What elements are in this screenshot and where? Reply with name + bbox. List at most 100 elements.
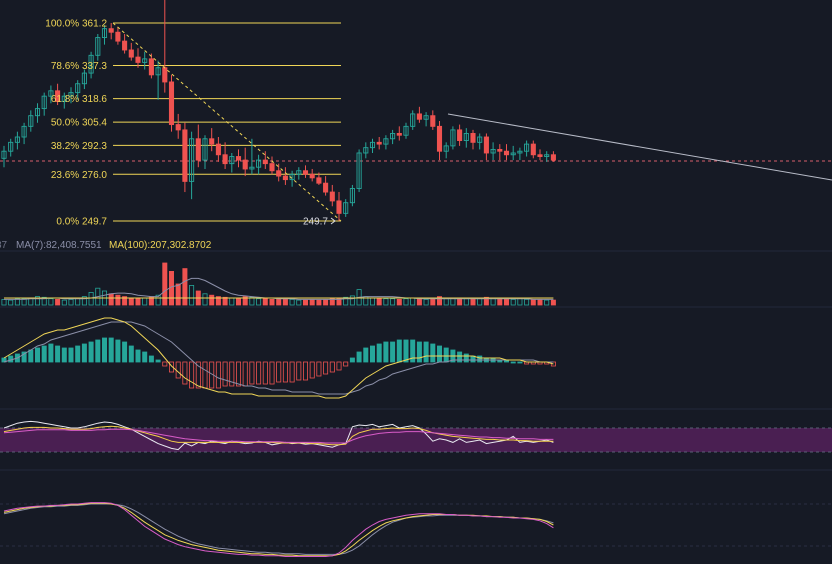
candle-down xyxy=(269,163,275,172)
macd-pane[interactable] xyxy=(1,317,556,399)
candle-up xyxy=(8,141,14,152)
candle-down xyxy=(235,156,242,161)
macd-hist-bar xyxy=(195,361,201,389)
volume-bar xyxy=(61,299,67,306)
kdj-pane[interactable] xyxy=(0,502,832,557)
macd-hist-bar xyxy=(168,361,174,373)
candle-down xyxy=(168,81,175,126)
volume-bar xyxy=(430,298,436,306)
macd-hist-bar xyxy=(336,361,342,371)
candle-up xyxy=(155,67,161,76)
candle-down xyxy=(182,129,188,182)
candle-down xyxy=(195,138,201,161)
volume-pane[interactable]: 87 MA(7):82,408.7551 MA(100):207,302.870… xyxy=(0,240,556,306)
volume-bar xyxy=(329,298,335,306)
candle-up xyxy=(101,28,108,39)
volume-bar xyxy=(323,298,329,306)
macd-hist-bar xyxy=(309,361,315,379)
candle-up xyxy=(229,156,235,165)
candle-down xyxy=(503,150,510,156)
candle-up xyxy=(75,83,81,94)
volume-bar xyxy=(302,299,308,306)
low-marker-label: 249.7 xyxy=(303,217,328,228)
fib-level-label: 100.0% 361.2 xyxy=(45,19,107,30)
volume-bar xyxy=(142,297,148,306)
macd-hist-bar xyxy=(189,361,195,389)
volume-legend-prefix: 87 xyxy=(0,240,8,251)
kdj-k-line xyxy=(3,502,554,557)
candle-up xyxy=(142,58,148,63)
candle-down xyxy=(550,154,556,161)
candle-down xyxy=(416,113,422,120)
volume-bar xyxy=(383,298,389,306)
kdj-lines xyxy=(0,502,832,557)
volume-bar xyxy=(162,262,168,306)
macd-hist-bar xyxy=(175,361,181,379)
volume-bar xyxy=(269,298,275,306)
volume-bar xyxy=(296,299,302,306)
volume-bar xyxy=(235,297,241,306)
macd-hist-bar xyxy=(55,345,61,363)
volume-ma7-line xyxy=(4,277,554,300)
candle-up xyxy=(383,138,389,145)
volume-bar xyxy=(477,298,483,306)
volume-bar xyxy=(256,298,262,306)
candle-down xyxy=(162,67,168,83)
volume-bar xyxy=(390,298,396,306)
volume-bar xyxy=(215,296,221,306)
kdj-j-line xyxy=(3,503,554,555)
candle-up xyxy=(463,133,469,142)
candle-up xyxy=(450,129,456,147)
macd-hist-bar xyxy=(410,339,416,363)
volume-bar xyxy=(316,299,322,306)
macd-hist-bar xyxy=(369,345,375,363)
macd-hist-bar xyxy=(41,345,47,363)
macd-hist-bar xyxy=(329,361,335,373)
macd-hist-bar xyxy=(316,361,322,377)
candle-up xyxy=(477,136,483,143)
candle-up xyxy=(390,133,396,140)
candle-down xyxy=(430,115,436,127)
trendlines[interactable] xyxy=(112,22,832,222)
candle-up xyxy=(517,150,523,154)
macd-hist-bar xyxy=(142,351,148,363)
volume-bar xyxy=(229,297,235,306)
volume-bar xyxy=(182,268,188,306)
volume-bar xyxy=(276,298,282,306)
macd-hist-bar xyxy=(249,361,255,385)
volume-bar xyxy=(55,298,61,306)
resistance-trendline xyxy=(447,113,832,181)
volume-bar xyxy=(115,294,121,306)
macd-hist-bar xyxy=(148,355,154,363)
candle-down xyxy=(302,170,309,175)
volume-bar xyxy=(463,298,469,306)
macd-hist-bar xyxy=(276,361,282,383)
candle-down xyxy=(209,138,215,145)
candle-down xyxy=(316,177,322,184)
macd-histogram xyxy=(1,337,556,389)
candle-down xyxy=(530,143,536,156)
macd-hist-bar xyxy=(423,341,429,363)
candle-up xyxy=(249,166,255,170)
rsi-line-slow xyxy=(3,428,554,444)
kdj-d-line xyxy=(3,502,554,557)
volume-bar xyxy=(128,297,134,306)
macd-hist-bar xyxy=(463,353,469,363)
rsi-pane[interactable] xyxy=(0,420,832,453)
price-pane[interactable]: 100.0% 361.2 78.6% 337.3 61.8% 318.6 50.0% … xyxy=(0,0,832,228)
candle-down xyxy=(376,141,382,145)
candle-down xyxy=(55,90,61,102)
volume-bar xyxy=(41,296,47,306)
volume-bar xyxy=(262,298,268,306)
candle-down xyxy=(115,31,121,42)
fib-trend-line xyxy=(112,22,342,222)
candle-up xyxy=(28,115,34,127)
macd-hist-bar xyxy=(396,339,402,363)
macd-hist-bar xyxy=(102,337,108,363)
volume-bar xyxy=(416,298,422,306)
rsi-line-mid xyxy=(3,425,554,446)
fib-labels: 100.0% 361.2 78.6% 337.3 61.8% 318.6 50.0% … xyxy=(45,19,336,228)
volume-bar xyxy=(443,298,449,306)
